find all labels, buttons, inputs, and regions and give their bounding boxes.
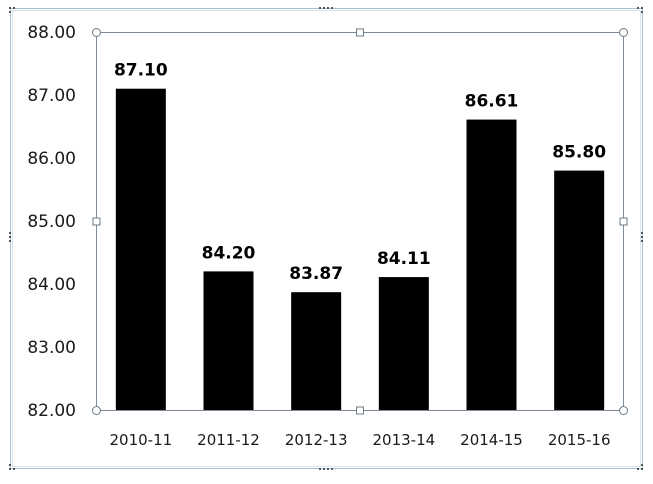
bar[interactable] <box>115 88 166 410</box>
frame-corner-top-left[interactable] <box>9 7 15 13</box>
x-tick-label: 2011-12 <box>197 431 260 449</box>
frame-corner-bottom-right[interactable] <box>637 464 643 470</box>
x-tick-label: 2012-13 <box>285 431 348 449</box>
data-label: 83.87 <box>289 264 343 284</box>
x-tick-label: 2014-15 <box>460 431 523 449</box>
frame-handle-bottom[interactable] <box>319 468 333 470</box>
bars <box>115 88 605 410</box>
x-tick-label: 2013-14 <box>372 431 435 449</box>
data-label: 85.80 <box>552 143 606 163</box>
plot-handle-bottom-left[interactable] <box>92 406 101 415</box>
frame-handle-left[interactable] <box>9 232 11 242</box>
bar[interactable] <box>291 292 342 410</box>
bar[interactable] <box>466 119 517 410</box>
frame-corner-bottom-left[interactable] <box>9 464 15 470</box>
data-label: 84.11 <box>377 249 431 269</box>
y-tick-label: 86.00 <box>27 149 76 169</box>
plot-area-selection[interactable] <box>96 32 624 411</box>
y-tick-label: 83.00 <box>27 338 76 358</box>
frame-handle-right[interactable] <box>641 232 643 242</box>
data-labels: 87.10 84.20 83.87 84.11 86.61 85.80 <box>114 61 606 284</box>
y-tick-label: 82.00 <box>27 401 76 421</box>
x-axis: 2010-11 2011-12 2012-13 2013-14 2014-15 2015-… <box>109 431 610 449</box>
frame-handle-top[interactable] <box>319 7 333 9</box>
plot-handle-top[interactable] <box>356 28 364 37</box>
plot-handle-bottom[interactable] <box>356 406 364 415</box>
plot-handle-right[interactable] <box>619 217 628 226</box>
data-label: 87.10 <box>114 61 168 81</box>
plot-handle-bottom-right[interactable] <box>619 406 628 415</box>
data-label: 84.20 <box>202 243 256 263</box>
y-tick-label: 85.00 <box>27 212 76 232</box>
bar[interactable] <box>378 277 429 410</box>
bar[interactable] <box>554 170 605 410</box>
chart-object-border <box>10 8 643 469</box>
data-label: 86.61 <box>465 92 519 112</box>
x-tick-label: 2015-16 <box>548 431 611 449</box>
y-tick-label: 88.00 <box>27 23 76 43</box>
plot-handle-top-left[interactable] <box>92 28 101 37</box>
plot-handle-left[interactable] <box>92 217 101 226</box>
y-tick-label: 87.00 <box>27 86 76 106</box>
x-tick-label: 2010-11 <box>109 431 172 449</box>
frame-corner-top-right[interactable] <box>637 7 643 13</box>
y-tick-label: 84.00 <box>27 275 76 295</box>
bar[interactable] <box>203 271 254 410</box>
y-axis: 82.00 83.00 84.00 85.00 86.00 87.00 88.00 <box>27 23 76 421</box>
chart-object-border-inner <box>12 10 641 467</box>
plot-handle-top-right[interactable] <box>619 28 628 37</box>
